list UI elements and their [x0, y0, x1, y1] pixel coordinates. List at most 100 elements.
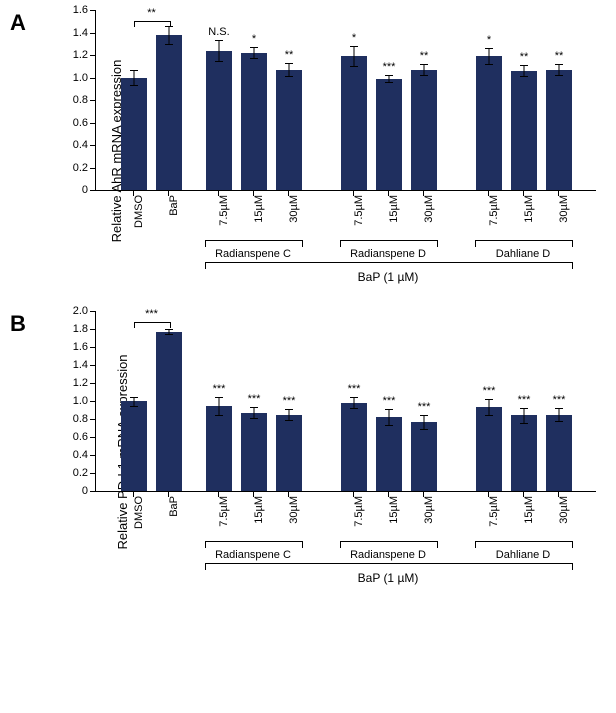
error-cap: [520, 423, 528, 424]
bar: [276, 70, 302, 190]
significance-marker: ***: [271, 395, 307, 407]
significance-marker: N.S.: [201, 26, 237, 38]
x-label: 30µM: [288, 496, 300, 536]
y-tick-label: 0: [66, 184, 88, 196]
error-cap: [485, 415, 493, 416]
significance-marker: **: [541, 50, 577, 62]
error-cap: [285, 420, 293, 421]
x-label: 15µM: [253, 195, 265, 235]
bar: [511, 71, 537, 190]
comparison-bracket: [134, 322, 171, 328]
error-cap: [350, 397, 358, 398]
error-cap: [420, 75, 428, 76]
significance-marker: ***: [371, 395, 407, 407]
panel-a-treatment: BaP (1 µM): [95, 266, 595, 291]
y-tick: [90, 311, 96, 312]
y-tick: [90, 419, 96, 420]
error-bar: [424, 415, 425, 429]
error-cap: [215, 40, 223, 41]
x-label: 15µM: [388, 496, 400, 536]
bar: [476, 56, 502, 190]
y-tick-label: 0.2: [66, 162, 88, 174]
y-tick: [90, 55, 96, 56]
error-cap: [285, 409, 293, 410]
y-tick-label: 1.0: [66, 72, 88, 84]
error-cap: [250, 47, 258, 48]
bar: [411, 70, 437, 190]
significance-marker: **: [271, 49, 307, 61]
x-label: 7.5µM: [218, 195, 230, 235]
error-cap: [520, 76, 528, 77]
error-cap: [165, 334, 173, 335]
significance-marker: ***: [406, 401, 442, 413]
y-tick: [90, 401, 96, 402]
error-cap: [250, 407, 258, 408]
panel-a-chart: Relative AhR mRNA expression 00.20.40.60…: [65, 10, 606, 291]
panel-b-chart: Relative PD-L1 mRNA expression 00.20.40.…: [65, 311, 606, 592]
significance-marker: *: [471, 34, 507, 46]
y-tick-label: 0.2: [66, 467, 88, 479]
error-cap: [350, 408, 358, 409]
y-tick-label: 0.6: [66, 431, 88, 443]
panel-a-xlabels: DMSOBaP7.5µM15µM30µM7.5µM15µM30µM7.5µM15…: [95, 191, 595, 246]
error-cap: [350, 66, 358, 67]
y-tick-label: 1.2: [66, 49, 88, 61]
group-bracket: [340, 541, 438, 548]
error-cap: [520, 65, 528, 66]
bar: [341, 56, 367, 190]
error-cap: [165, 329, 173, 330]
bar: [206, 406, 232, 491]
error-cap: [555, 421, 563, 422]
error-bar: [289, 63, 290, 77]
group-label: Radianspene D: [340, 549, 436, 561]
error-cap: [420, 415, 428, 416]
significance-marker: ***: [506, 394, 542, 406]
error-cap: [485, 48, 493, 49]
y-tick: [90, 473, 96, 474]
error-cap: [350, 46, 358, 47]
panel-b-label: B: [10, 311, 26, 337]
x-label: 30µM: [558, 496, 570, 536]
bar: [341, 403, 367, 491]
error-cap: [130, 397, 138, 398]
y-tick: [90, 437, 96, 438]
error-bar: [254, 407, 255, 418]
comparison-bracket: [134, 21, 171, 27]
error-cap: [285, 63, 293, 64]
error-cap: [285, 76, 293, 77]
y-tick-label: 1.6: [66, 4, 88, 16]
group-label: Radianspene D: [340, 248, 436, 260]
group-label: Radianspene C: [205, 248, 301, 260]
panel-a-plot: 00.20.40.60.81.01.21.41.6N.S.***********…: [95, 10, 596, 191]
error-bar: [134, 70, 135, 86]
panel-b: B Relative PD-L1 mRNA expression 00.20.4…: [10, 311, 606, 592]
y-tick: [90, 78, 96, 79]
error-bar: [254, 47, 255, 58]
y-tick: [90, 145, 96, 146]
y-tick: [90, 33, 96, 34]
x-label: 15µM: [253, 496, 265, 536]
significance-marker: ***: [336, 383, 372, 395]
error-cap: [485, 399, 493, 400]
error-cap: [250, 418, 258, 419]
significance-marker: ***: [201, 383, 237, 395]
y-tick: [90, 100, 96, 101]
error-bar: [424, 64, 425, 75]
treatment-bracket: [205, 563, 573, 570]
group-bracket: [475, 240, 573, 247]
y-tick: [90, 329, 96, 330]
group-bracket: [205, 240, 303, 247]
error-bar: [389, 75, 390, 82]
group-bracket: [475, 541, 573, 548]
y-tick-label: 0.6: [66, 117, 88, 129]
error-cap: [385, 75, 393, 76]
error-cap: [130, 70, 138, 71]
y-tick-label: 0: [66, 485, 88, 497]
x-label: 15µM: [523, 195, 535, 235]
error-cap: [385, 425, 393, 426]
error-cap: [385, 409, 393, 410]
significance-marker: *: [336, 32, 372, 44]
significance-marker: ***: [236, 393, 272, 405]
y-tick: [90, 168, 96, 169]
error-cap: [385, 82, 393, 83]
